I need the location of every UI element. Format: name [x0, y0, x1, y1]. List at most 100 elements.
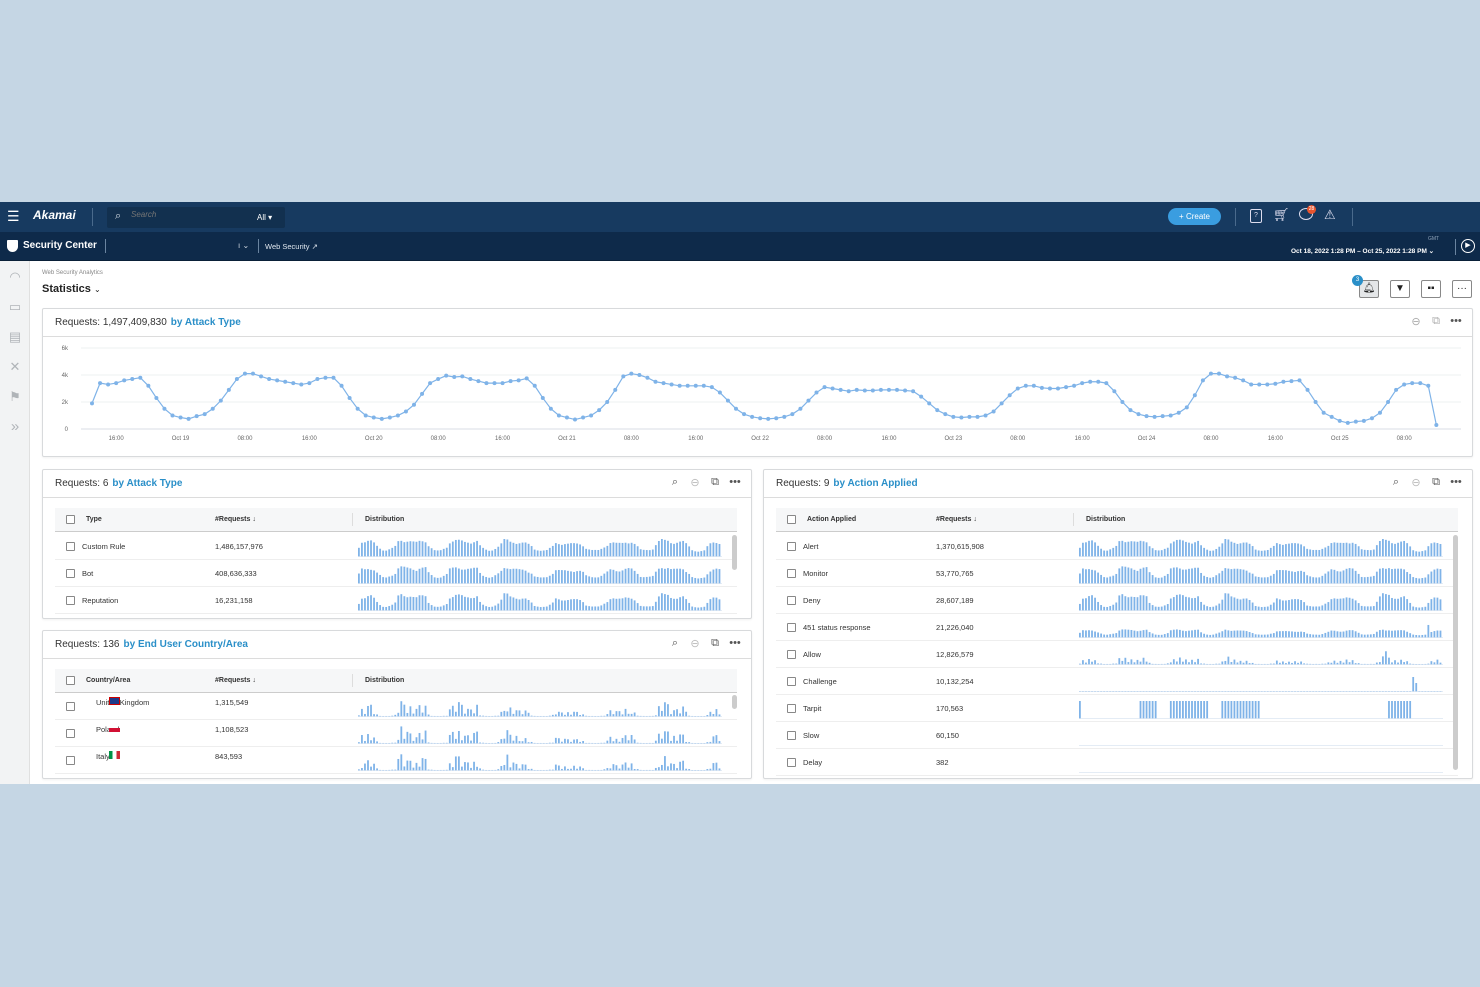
data-point[interactable] — [1064, 385, 1069, 390]
row-checkbox[interactable] — [66, 702, 75, 711]
data-point[interactable] — [283, 379, 288, 384]
data-point[interactable] — [1265, 382, 1270, 387]
data-point[interactable] — [1410, 381, 1415, 386]
search-input[interactable] — [131, 210, 241, 219]
data-point[interactable] — [331, 375, 336, 380]
select-all-checkbox[interactable] — [66, 515, 75, 524]
copy-icon[interactable]: ⧉ — [1432, 476, 1440, 488]
report-icon[interactable]: ▤ — [8, 329, 22, 344]
alert-triangle-icon[interactable]: ⚠ — [1324, 207, 1336, 222]
data-point[interactable] — [790, 412, 795, 417]
flag-icon[interactable]: ⚑ — [9, 389, 21, 404]
data-point[interactable] — [822, 385, 827, 390]
data-point[interactable] — [1023, 383, 1028, 388]
data-point[interactable] — [355, 406, 360, 411]
zoom-out-icon[interactable]: ⊖ — [690, 638, 700, 650]
data-point[interactable] — [242, 371, 247, 376]
table-row[interactable]: Challenge 10,132,254 — [776, 668, 1458, 695]
data-point[interactable] — [387, 415, 392, 420]
table-row[interactable]: Delay 382 — [776, 749, 1458, 776]
data-point[interactable] — [210, 406, 215, 411]
data-point[interactable] — [605, 400, 610, 404]
column-header-requests[interactable]: #Requests ↓ — [936, 516, 977, 523]
data-point[interactable] — [90, 401, 94, 406]
data-point[interactable] — [669, 382, 674, 387]
data-point[interactable] — [275, 378, 280, 383]
data-point[interactable] — [363, 413, 368, 418]
search-box[interactable]: ⌕ All ▾ — [107, 207, 285, 228]
data-point[interactable] — [371, 415, 376, 420]
data-point[interactable] — [492, 381, 497, 386]
data-point[interactable] — [886, 387, 891, 392]
zoom-out-icon[interactable]: ⊖ — [690, 477, 700, 489]
data-point[interactable] — [1402, 382, 1407, 387]
data-point[interactable] — [1345, 420, 1350, 425]
data-point[interactable] — [685, 383, 690, 388]
data-point[interactable] — [1305, 387, 1310, 392]
zoom-out-icon[interactable]: ⊖ — [1411, 477, 1421, 489]
data-point[interactable] — [621, 374, 626, 379]
table-row[interactable]: Custom Rule 1,486,157,976 — [55, 533, 737, 560]
row-checkbox[interactable] — [787, 704, 796, 713]
search-scope-select[interactable]: All ▾ — [257, 213, 273, 222]
data-point[interactable] — [846, 389, 851, 394]
data-point[interactable] — [395, 413, 400, 418]
data-point[interactable] — [202, 412, 207, 417]
row-checkbox[interactable] — [66, 596, 75, 605]
data-point[interactable] — [516, 378, 521, 383]
data-point[interactable] — [564, 415, 569, 420]
breadcrumb[interactable]: Web Security Analytics — [42, 270, 103, 276]
data-point[interactable] — [412, 402, 416, 407]
data-point[interactable] — [234, 377, 239, 382]
copy-icon[interactable]: ⧉ — [711, 476, 719, 488]
table-row[interactable]: Poland 1,108,523 — [55, 720, 737, 747]
data-point[interactable] — [734, 406, 738, 411]
data-point[interactable] — [403, 409, 408, 414]
data-point[interactable] — [259, 374, 264, 379]
data-point[interactable] — [838, 387, 843, 392]
data-point[interactable] — [1321, 410, 1326, 415]
data-point[interactable] — [725, 398, 730, 403]
data-point[interactable] — [315, 377, 320, 382]
data-point[interactable] — [1112, 389, 1117, 394]
data-point[interactable] — [766, 416, 771, 421]
data-point[interactable] — [170, 413, 175, 418]
data-point[interactable] — [1160, 414, 1165, 419]
hamburger-menu-icon[interactable]: ☰ — [7, 208, 20, 224]
select-all-checkbox[interactable] — [787, 515, 796, 524]
data-point[interactable] — [299, 382, 304, 387]
data-point[interactable] — [959, 415, 964, 420]
more-icon[interactable]: ••• — [1450, 476, 1462, 488]
row-checkbox[interactable] — [66, 569, 75, 578]
data-point[interactable] — [291, 381, 296, 386]
data-point[interactable] — [468, 377, 473, 382]
play-refresh-button[interactable]: ▶ — [1461, 239, 1475, 253]
data-point[interactable] — [903, 388, 908, 393]
gauge-icon[interactable]: ◠ — [9, 269, 21, 284]
data-point[interactable] — [870, 388, 875, 393]
row-checkbox[interactable] — [787, 650, 796, 659]
data-point[interactable] — [878, 387, 883, 392]
data-point[interactable] — [573, 417, 577, 422]
data-point[interactable] — [806, 398, 811, 403]
data-point[interactable] — [798, 406, 803, 411]
data-point[interactable] — [895, 387, 899, 392]
data-point[interactable] — [251, 371, 255, 376]
row-checkbox[interactable] — [787, 542, 796, 551]
data-point[interactable] — [589, 413, 594, 418]
copy-icon[interactable]: ⧉ — [711, 637, 719, 649]
data-point[interactable] — [1152, 414, 1157, 419]
table-row[interactable]: Italy 843,593 — [55, 747, 737, 774]
more-icon[interactable]: ••• — [1450, 315, 1462, 327]
data-point[interactable] — [1353, 419, 1358, 424]
table-row[interactable]: Bot 408,636,333 — [55, 560, 737, 587]
row-checkbox[interactable] — [66, 756, 75, 765]
data-point[interactable] — [1192, 393, 1197, 398]
more-icon[interactable]: ••• — [729, 637, 741, 649]
data-point[interactable] — [1378, 410, 1382, 415]
data-point[interactable] — [1015, 386, 1020, 391]
zoom-in-icon[interactable]: ⌕ — [671, 637, 679, 649]
data-point[interactable] — [645, 375, 650, 380]
data-point[interactable] — [98, 381, 103, 386]
row-checkbox[interactable] — [787, 569, 796, 578]
